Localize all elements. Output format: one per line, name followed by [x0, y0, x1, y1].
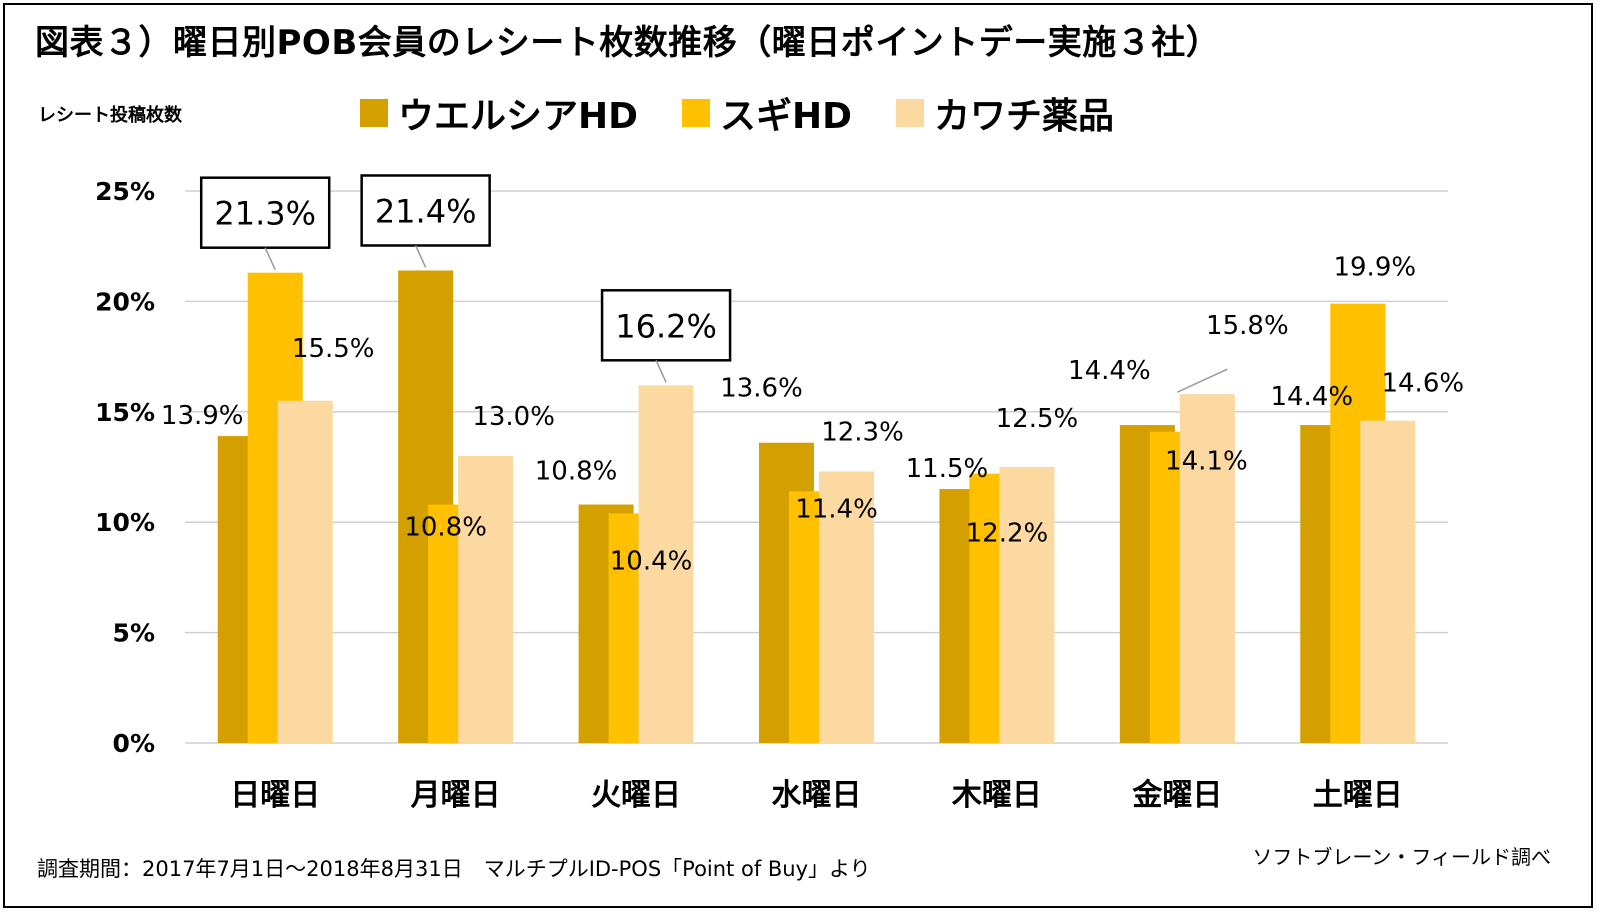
y-axis-title: レシート投稿枚数 [38, 105, 182, 126]
y-tick-label: 0% [113, 729, 155, 758]
chart-frame: 図表３）曜日別POB会員のレシート枚数推移（曜日ポイントデー実施３社） レシート… [3, 3, 1593, 908]
data-label: 15.8% [1206, 311, 1289, 341]
data-label: 11.4% [795, 494, 878, 524]
bar [819, 471, 874, 743]
legend-label-kawachi: カワチ薬品 [934, 96, 1115, 137]
legend-label-welcia: ウエルシアHD [398, 96, 639, 137]
legend-item-sugi: スギHD [682, 87, 852, 139]
legend: ウエルシアHD スギHD カワチ薬品 [360, 87, 1158, 139]
bar [458, 455, 514, 743]
y-tick-label: 20% [95, 287, 155, 316]
legend-item-kawachi: カワチ薬品 [896, 87, 1114, 139]
bar [1179, 394, 1235, 743]
bar [638, 385, 694, 743]
x-tick-label: 土曜日 [1313, 778, 1403, 813]
data-label: 12.2% [966, 519, 1049, 549]
data-label: 10.8% [535, 457, 618, 487]
callout-leader [264, 247, 276, 271]
data-label: 13.0% [472, 402, 555, 432]
bar [999, 467, 1055, 743]
data-label: 12.3% [821, 417, 904, 447]
credit-note: ソフトブレーン・フィールド調べ [1252, 845, 1551, 869]
data-label: 21.3% [214, 195, 316, 233]
x-tick-label: 水曜日 [772, 778, 862, 813]
bar [1360, 420, 1416, 743]
y-tick-label: 5% [113, 619, 155, 648]
source-note: 調査期間：2017年7月1日～2018年8月31日 マルチプルID-POS「Po… [37, 857, 871, 881]
legend-swatch-welcia [360, 99, 388, 127]
data-label: 16.2% [615, 307, 717, 345]
label-leader [1177, 368, 1228, 393]
bar-chart: 0% 5% 10% 15% 20% 25% 日曜日 月曜日 火曜日 水曜日 木曜日 金曜日 土曜日 13.… [95, 174, 1464, 813]
legend-label-sugi: スギHD [720, 96, 853, 137]
data-label: 14.4% [1068, 356, 1151, 386]
callout-leader [655, 359, 667, 383]
y-tick-label: 15% [95, 398, 155, 427]
data-label: 10.4% [610, 546, 693, 576]
data-label: 12.5% [996, 404, 1079, 434]
x-tick-label: 月曜日 [411, 778, 501, 813]
data-label: 10.8% [404, 513, 487, 543]
callout-box [600, 289, 732, 362]
bar [277, 400, 333, 743]
x-tick-label: 火曜日 [591, 778, 681, 813]
data-label: 11.5% [906, 454, 989, 484]
x-tick-label: 金曜日 [1131, 778, 1222, 813]
data-label: 19.9% [1333, 253, 1416, 283]
x-tick-label: 木曜日 [951, 778, 1042, 813]
data-label: 14.6% [1381, 369, 1464, 399]
callout-box [360, 174, 491, 247]
y-tick-label: 10% [95, 508, 155, 537]
legend-item-welcia: ウエルシアHD [360, 87, 638, 139]
data-label: 14.1% [1165, 447, 1248, 477]
legend-swatch-kawachi [896, 99, 925, 127]
y-tick-label: 25% [95, 177, 155, 206]
callout-leader [414, 245, 427, 268]
x-tick-label: 日曜日 [230, 778, 320, 813]
data-label: 15.5% [292, 334, 375, 364]
data-label: 21.4% [375, 192, 477, 230]
legend-swatch-sugi [682, 99, 711, 127]
chart-title: 図表３）曜日別POB会員のレシート枚数推移（曜日ポイントデー実施３社） [35, 23, 1221, 63]
data-label: 13.6% [720, 374, 803, 404]
callout-box [199, 176, 331, 249]
data-label: 13.9% [161, 401, 244, 431]
data-label: 14.4% [1270, 382, 1353, 412]
